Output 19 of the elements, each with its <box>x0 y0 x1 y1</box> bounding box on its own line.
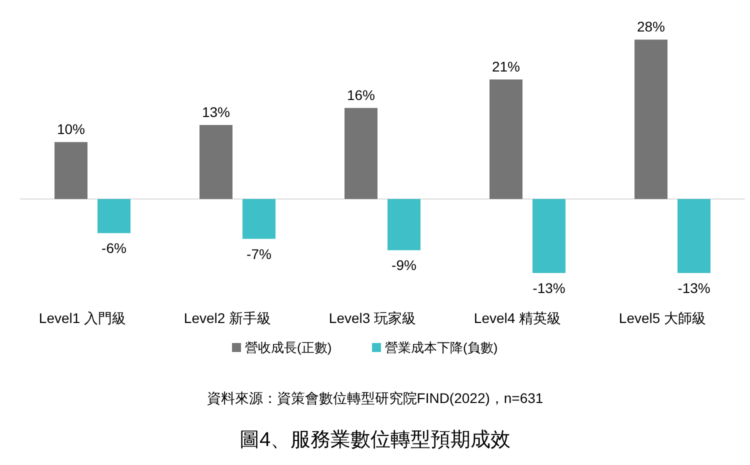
legend-label: 營業成本下降(負數) <box>385 340 498 355</box>
data-label: -7% <box>246 246 272 262</box>
data-label: 16% <box>346 86 376 103</box>
x-tick-label: Level2 新手級 <box>184 310 272 326</box>
data-label: 21% <box>492 58 520 74</box>
legend-label: 營收成長(正數) <box>245 340 332 355</box>
data-label: 28% <box>636 18 666 35</box>
data-label: -13% <box>532 280 566 296</box>
data-label: 10% <box>56 121 86 138</box>
data-label: -9% <box>392 257 416 274</box>
x-tick-label: Level3 玩家級 <box>328 310 416 326</box>
text: 圖4、服務業數位轉型預期成效 <box>239 429 511 451</box>
x-tick-label: Level4 精英級 <box>474 310 562 326</box>
data-label: -13% <box>678 280 710 296</box>
x-tick-label: Level1 入門級 <box>38 310 126 326</box>
data-label: 13% <box>202 104 230 120</box>
x-tick-label: Level5 大師級 <box>618 310 706 326</box>
data-label: -6% <box>102 240 126 256</box>
source-note: 資料來源：資策會數位轉型研究院FIND(2022)，n=631 <box>206 390 544 406</box>
